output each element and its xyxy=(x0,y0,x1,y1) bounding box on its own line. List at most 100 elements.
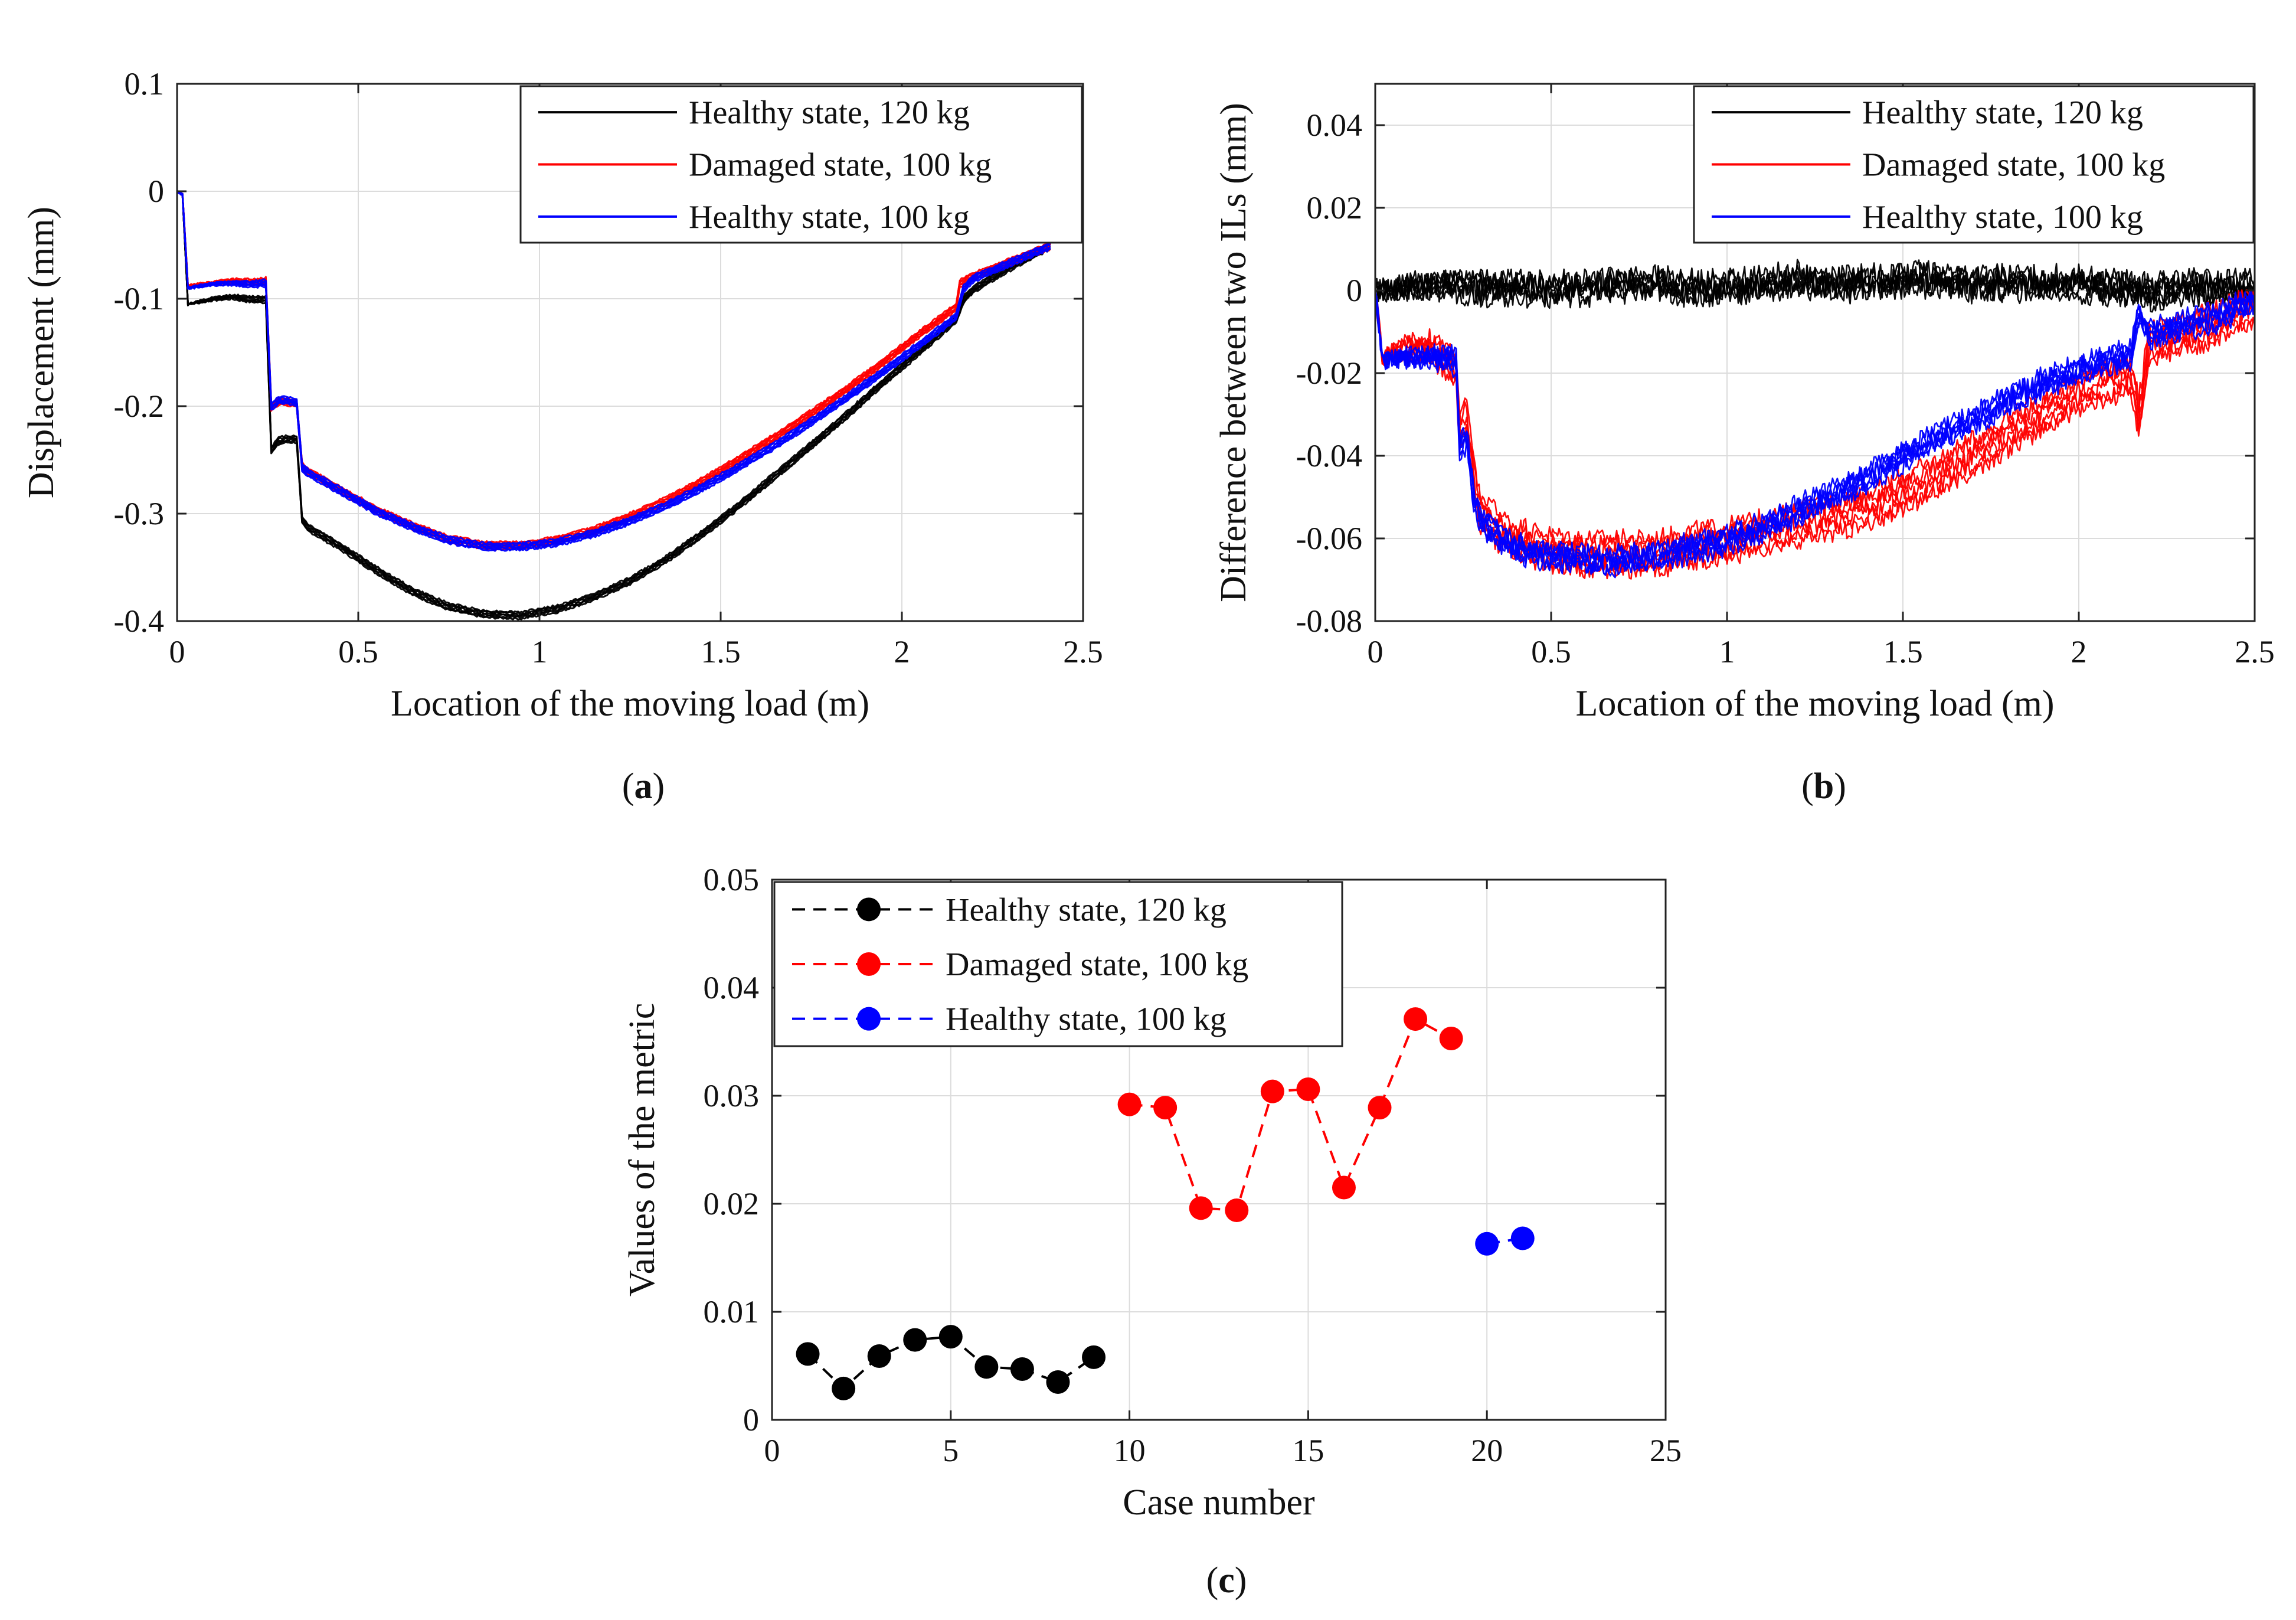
x-axis-title: Location of the moving load (m) xyxy=(391,684,869,724)
legend: Healthy state, 120 kg Damaged state, 100 … xyxy=(519,85,1083,244)
x-axis-title: Case number xyxy=(1123,1482,1315,1523)
data-point xyxy=(1010,1357,1034,1381)
panel-label-c: (c) xyxy=(1206,1560,1247,1601)
y-tick-label: 0.05 xyxy=(704,862,760,897)
data-point xyxy=(867,1344,891,1368)
panel-label-b: (b) xyxy=(1801,766,1846,806)
data-point xyxy=(1260,1079,1284,1103)
x-tick-label: 10 xyxy=(1114,1433,1146,1468)
panel-letter: b xyxy=(1814,766,1834,806)
data-point xyxy=(1510,1226,1535,1250)
x-tick-label: 0.5 xyxy=(1531,634,1571,669)
y-tick-label: -0.2 xyxy=(114,388,164,424)
legend-entry-1: Healthy state, 120 kg xyxy=(1862,94,2143,131)
data-layer xyxy=(796,1007,1535,1400)
y-tick-label: 0.02 xyxy=(1307,190,1363,226)
series-line-1 xyxy=(177,190,1051,618)
y-tick-label: -0.3 xyxy=(114,496,164,531)
series-line-3 xyxy=(177,190,1051,546)
y-tick-label: 0.01 xyxy=(704,1294,760,1330)
data-point xyxy=(1225,1198,1249,1222)
x-tick-label: 20 xyxy=(1471,1433,1503,1468)
series-line-1 xyxy=(1375,259,2255,300)
series-line-1 xyxy=(177,190,1051,620)
x-tick-label: 1 xyxy=(1719,634,1735,669)
legend-swatch-marker xyxy=(857,897,881,922)
plot-frame xyxy=(1374,83,2256,622)
data-point xyxy=(903,1328,927,1352)
y-axis-title: Displacement (mm) xyxy=(21,207,61,498)
chart-panel-b: 0 0.5 1 1.5 2 2.5 -0.08 -0.06 -0.04 -0.02 0 0.02 0.0… xyxy=(1214,83,2275,806)
y-tick-label: 0.04 xyxy=(704,970,760,1005)
panel-letter: a xyxy=(634,766,653,806)
y-tick-label: 0.1 xyxy=(125,66,165,102)
series-line-1 xyxy=(177,190,1051,614)
x-tick-label: 0 xyxy=(169,634,185,669)
y-tick-label: 0 xyxy=(1346,273,1362,308)
x-tick-label: 15 xyxy=(1292,1433,1324,1468)
y-tick-label: -0.02 xyxy=(1296,355,1362,391)
data-point xyxy=(1439,1027,1463,1051)
data-point xyxy=(938,1325,963,1349)
legend-entry-2: Damaged state, 100 kg xyxy=(1862,147,2165,184)
data-layer xyxy=(1375,259,2255,580)
legend-entry-1: Healthy state, 120 kg xyxy=(689,94,970,131)
y-tick-label: 0.03 xyxy=(704,1078,760,1113)
series-line-3 xyxy=(177,190,1051,548)
chart-panel-c: 0 5 10 15 20 25 0 0.01 0.02 0.03 0.04 0.05 Case numb… xyxy=(622,862,1682,1601)
panel-label-a: (a) xyxy=(622,766,665,806)
series-line-3 xyxy=(177,190,1051,547)
y-tick-label: -0.1 xyxy=(114,281,164,316)
data-point xyxy=(1046,1370,1070,1394)
legend: Healthy state, 120 kg Damaged state, 100 … xyxy=(773,881,1343,1047)
y-axis-title: Difference between two ILs (mm) xyxy=(1214,103,1254,602)
plot-frame xyxy=(771,878,1667,1421)
legend-entry-2: Damaged state, 100 kg xyxy=(946,946,1248,983)
data-point xyxy=(796,1342,820,1366)
y-tick-label: -0.04 xyxy=(1296,438,1362,473)
panel-letter: c xyxy=(1218,1560,1235,1601)
x-tick-label: 0 xyxy=(764,1433,780,1468)
x-tick-label: 0.5 xyxy=(338,634,378,669)
legend-entry-3: Healthy state, 100 kg xyxy=(946,1001,1227,1038)
y-tick-label: 0.04 xyxy=(1307,107,1363,143)
legend-entry-3: Healthy state, 100 kg xyxy=(1862,199,2143,236)
data-point xyxy=(1368,1096,1392,1120)
x-tick-label: 1.5 xyxy=(1883,634,1923,669)
legend-swatch-marker xyxy=(857,1007,881,1031)
y-tick-label: -0.06 xyxy=(1296,521,1362,556)
legend-entry-2: Damaged state, 100 kg xyxy=(689,147,992,184)
x-tick-label: 2.5 xyxy=(1063,634,1103,669)
data-layer xyxy=(177,190,1051,620)
legend-entry-1: Healthy state, 120 kg xyxy=(946,891,1227,928)
data-point xyxy=(1082,1345,1106,1369)
chart-panel-a: 0 0.5 1 1.5 2 2.5 -0.4 -0.3 -0.2 -0.1 0 0.1 Location… xyxy=(21,66,1103,806)
series-line-1 xyxy=(1375,275,2255,313)
x-tick-label: 1 xyxy=(532,634,548,669)
series-line-2 xyxy=(1129,1017,1452,1212)
x-tick-label: 2 xyxy=(2071,634,2087,669)
data-point xyxy=(1153,1096,1178,1120)
series-line-3 xyxy=(177,190,1051,550)
data-point xyxy=(1296,1077,1320,1102)
y-tick-label: 0.02 xyxy=(704,1186,760,1221)
x-tick-label: 0 xyxy=(1368,634,1384,669)
data-point xyxy=(1332,1175,1356,1200)
x-axis-title: Location of the moving load (m) xyxy=(1576,684,2055,724)
x-tick-label: 2 xyxy=(894,634,910,669)
x-tick-label: 1.5 xyxy=(701,634,741,669)
data-point xyxy=(1117,1092,1142,1116)
data-point xyxy=(832,1376,856,1400)
x-tick-label: 5 xyxy=(943,1433,959,1468)
data-point xyxy=(974,1355,999,1379)
data-point xyxy=(1404,1007,1428,1031)
data-point xyxy=(1475,1232,1499,1256)
y-tick-label: -0.08 xyxy=(1296,603,1362,639)
y-tick-label: -0.4 xyxy=(114,603,164,639)
legend: Healthy state, 120 kg Damaged state, 100 … xyxy=(1693,85,2255,244)
y-tick-label: 0 xyxy=(148,174,164,209)
x-tick-label: 2.5 xyxy=(2235,634,2275,669)
ticks xyxy=(1374,84,2256,622)
data-point xyxy=(1189,1196,1213,1220)
